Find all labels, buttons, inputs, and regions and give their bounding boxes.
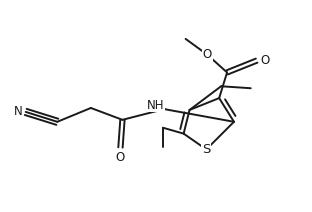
Text: O: O bbox=[116, 151, 125, 164]
Text: NH: NH bbox=[147, 99, 165, 112]
Text: O: O bbox=[203, 48, 212, 61]
Text: O: O bbox=[261, 54, 270, 67]
Text: N: N bbox=[14, 105, 23, 119]
Text: S: S bbox=[202, 143, 211, 156]
